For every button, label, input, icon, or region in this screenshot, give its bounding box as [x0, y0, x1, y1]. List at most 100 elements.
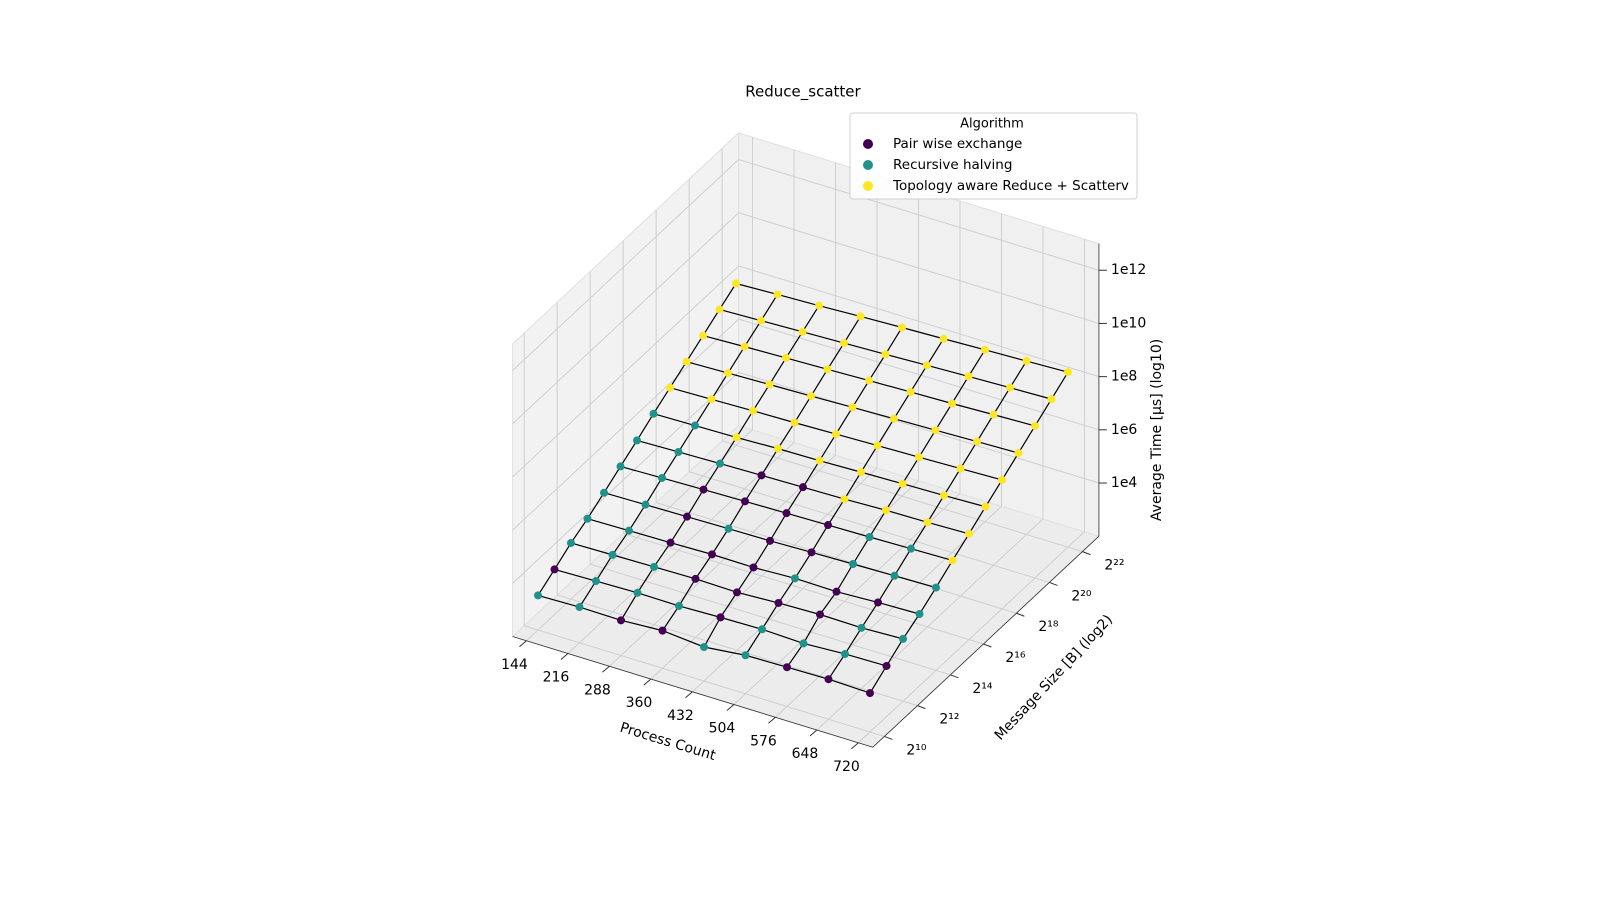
- data-point: [890, 414, 898, 423]
- grid-line: [738, 371, 1100, 484]
- data-point: [550, 565, 559, 574]
- x-tick: [726, 704, 735, 711]
- data-point: [757, 471, 766, 480]
- data-point: [592, 577, 600, 586]
- data-point: [956, 464, 965, 473]
- grid-line: [858, 531, 1085, 744]
- data-point: [608, 550, 617, 559]
- data-point: [873, 441, 882, 450]
- x-tick: [602, 665, 610, 673]
- legend-box: [849, 112, 1138, 200]
- data-point: [675, 601, 683, 610]
- data-point: [932, 583, 940, 592]
- data-point: [765, 380, 774, 389]
- z-tick-label: 1e10: [1111, 315, 1146, 331]
- data-point: [716, 459, 724, 468]
- data-point: [583, 514, 592, 523]
- grid-line: [692, 480, 919, 693]
- data-point: [633, 588, 642, 597]
- data-point: [981, 345, 989, 354]
- data-point: [799, 483, 807, 492]
- grid-line: [512, 265, 740, 478]
- data-point: [674, 447, 683, 456]
- z-tick-label: 1e12: [1111, 262, 1146, 278]
- data-point: [766, 536, 774, 545]
- grid-line: [526, 429, 753, 642]
- data-point: [824, 675, 833, 684]
- data-point: [841, 649, 849, 658]
- data-point: [939, 334, 948, 343]
- data-point: [790, 418, 799, 427]
- x-tick-label: 504: [709, 721, 736, 737]
- data-point: [741, 651, 750, 660]
- data-point: [798, 327, 807, 336]
- data-point: [600, 488, 608, 497]
- y-tick-label: 2¹⁴: [972, 681, 993, 697]
- data-point: [807, 548, 816, 557]
- data-point: [881, 350, 890, 359]
- grid-line: [656, 502, 1017, 614]
- data-point: [691, 421, 699, 430]
- y-tick-label: 2¹⁶: [1005, 650, 1026, 666]
- data-point: [848, 403, 857, 412]
- data-point: [732, 279, 740, 288]
- legend-marker: [863, 160, 873, 170]
- data-point: [907, 544, 915, 553]
- data-point: [575, 603, 584, 612]
- data-point: [948, 556, 957, 565]
- data-point: [616, 462, 625, 471]
- data-point: [708, 550, 716, 559]
- y-tick: [1082, 551, 1091, 556]
- data-point: [816, 610, 824, 619]
- x-tick: [560, 653, 569, 660]
- x-tick: [685, 691, 693, 699]
- data-point: [707, 395, 716, 404]
- grid-line: [512, 159, 740, 371]
- data-point: [923, 518, 932, 527]
- data-point: [906, 387, 915, 396]
- data-point: [965, 529, 973, 538]
- data-point: [1022, 357, 1031, 366]
- grid-line: [590, 563, 951, 676]
- data-point: [534, 591, 542, 600]
- data-point: [849, 559, 857, 568]
- data-point: [782, 509, 791, 518]
- data-point: [989, 410, 998, 419]
- x-tick-label: 144: [501, 657, 528, 673]
- data-point: [649, 409, 658, 418]
- data-point: [890, 571, 899, 580]
- legend: Algorithm Pair wise exchange Recursive hal…: [849, 112, 1138, 200]
- data-point: [716, 613, 725, 622]
- data-point: [683, 512, 691, 521]
- data-point: [948, 399, 956, 408]
- data-point: [567, 538, 575, 547]
- data-point: [625, 526, 633, 535]
- data-point: [898, 479, 907, 488]
- data-point: [882, 506, 890, 515]
- data-point: [699, 485, 708, 494]
- data-point: [633, 436, 641, 445]
- legend-label: Pair wise exchange: [893, 136, 1022, 152]
- axis-line: [512, 636, 873, 748]
- data-point: [815, 456, 824, 465]
- data-point: [650, 562, 658, 571]
- data-point: [774, 598, 783, 607]
- data-point: [783, 663, 791, 672]
- data-point: [774, 444, 782, 453]
- grid-line: [512, 318, 740, 531]
- grid-line: [512, 212, 740, 425]
- data-point: [1014, 448, 1023, 457]
- data-point: [973, 437, 981, 446]
- data-point: [658, 626, 667, 635]
- data-point: [740, 342, 749, 351]
- data-point: [857, 468, 865, 477]
- grid-line: [524, 625, 885, 737]
- z-tick-label: 1e4: [1111, 475, 1138, 491]
- z-tick-label: 1e8: [1111, 369, 1137, 385]
- x-tick-label: 720: [833, 759, 860, 775]
- data-point: [824, 521, 832, 530]
- data-point: [882, 661, 891, 670]
- grid-line: [722, 440, 1083, 553]
- data-point: [741, 497, 749, 506]
